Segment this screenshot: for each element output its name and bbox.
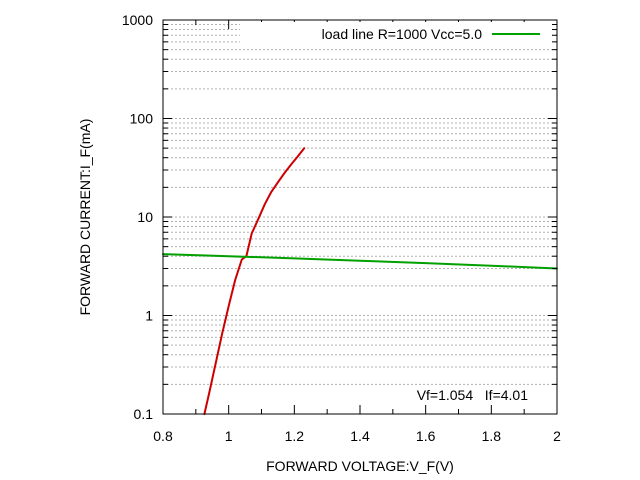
x-tick-label: 0.8	[153, 428, 173, 444]
x-tick-label: 1	[225, 428, 233, 444]
x-tick-label: 1.4	[350, 428, 370, 444]
diode-iv-curve	[203, 147, 306, 415]
x-axis-label: FORWARD VOLTAGE:V_F(V)	[266, 458, 454, 474]
x-tick-label: 1.8	[482, 428, 502, 444]
y-tick-label: 100	[130, 111, 154, 127]
x-tick-label: 1.2	[285, 428, 305, 444]
legend: load line R=1000 Vcc=5.0	[240, 22, 552, 44]
x-tick-label: 2	[553, 428, 561, 444]
legend-background	[240, 22, 552, 44]
tick-labels: 0.1 1 10 100 1000 0.8 1 1.2 1.4 1.6 1.8 2	[122, 12, 561, 444]
y-tick-label: 1000	[122, 12, 153, 28]
y-axis-label: FORWARD CURRENT:I_F(mA)	[77, 119, 93, 316]
y-tick-label: 10	[137, 209, 153, 225]
y-tick-label: 1	[145, 308, 153, 324]
series-layer	[162, 147, 558, 415]
y-tick-label: 0.1	[134, 406, 154, 422]
load-line	[162, 253, 558, 270]
operating-point-annotation: Vf=1.054 If=4.01	[417, 387, 529, 403]
legend-label: load line R=1000 Vcc=5.0	[322, 26, 483, 42]
x-tick-label: 1.6	[416, 428, 436, 444]
